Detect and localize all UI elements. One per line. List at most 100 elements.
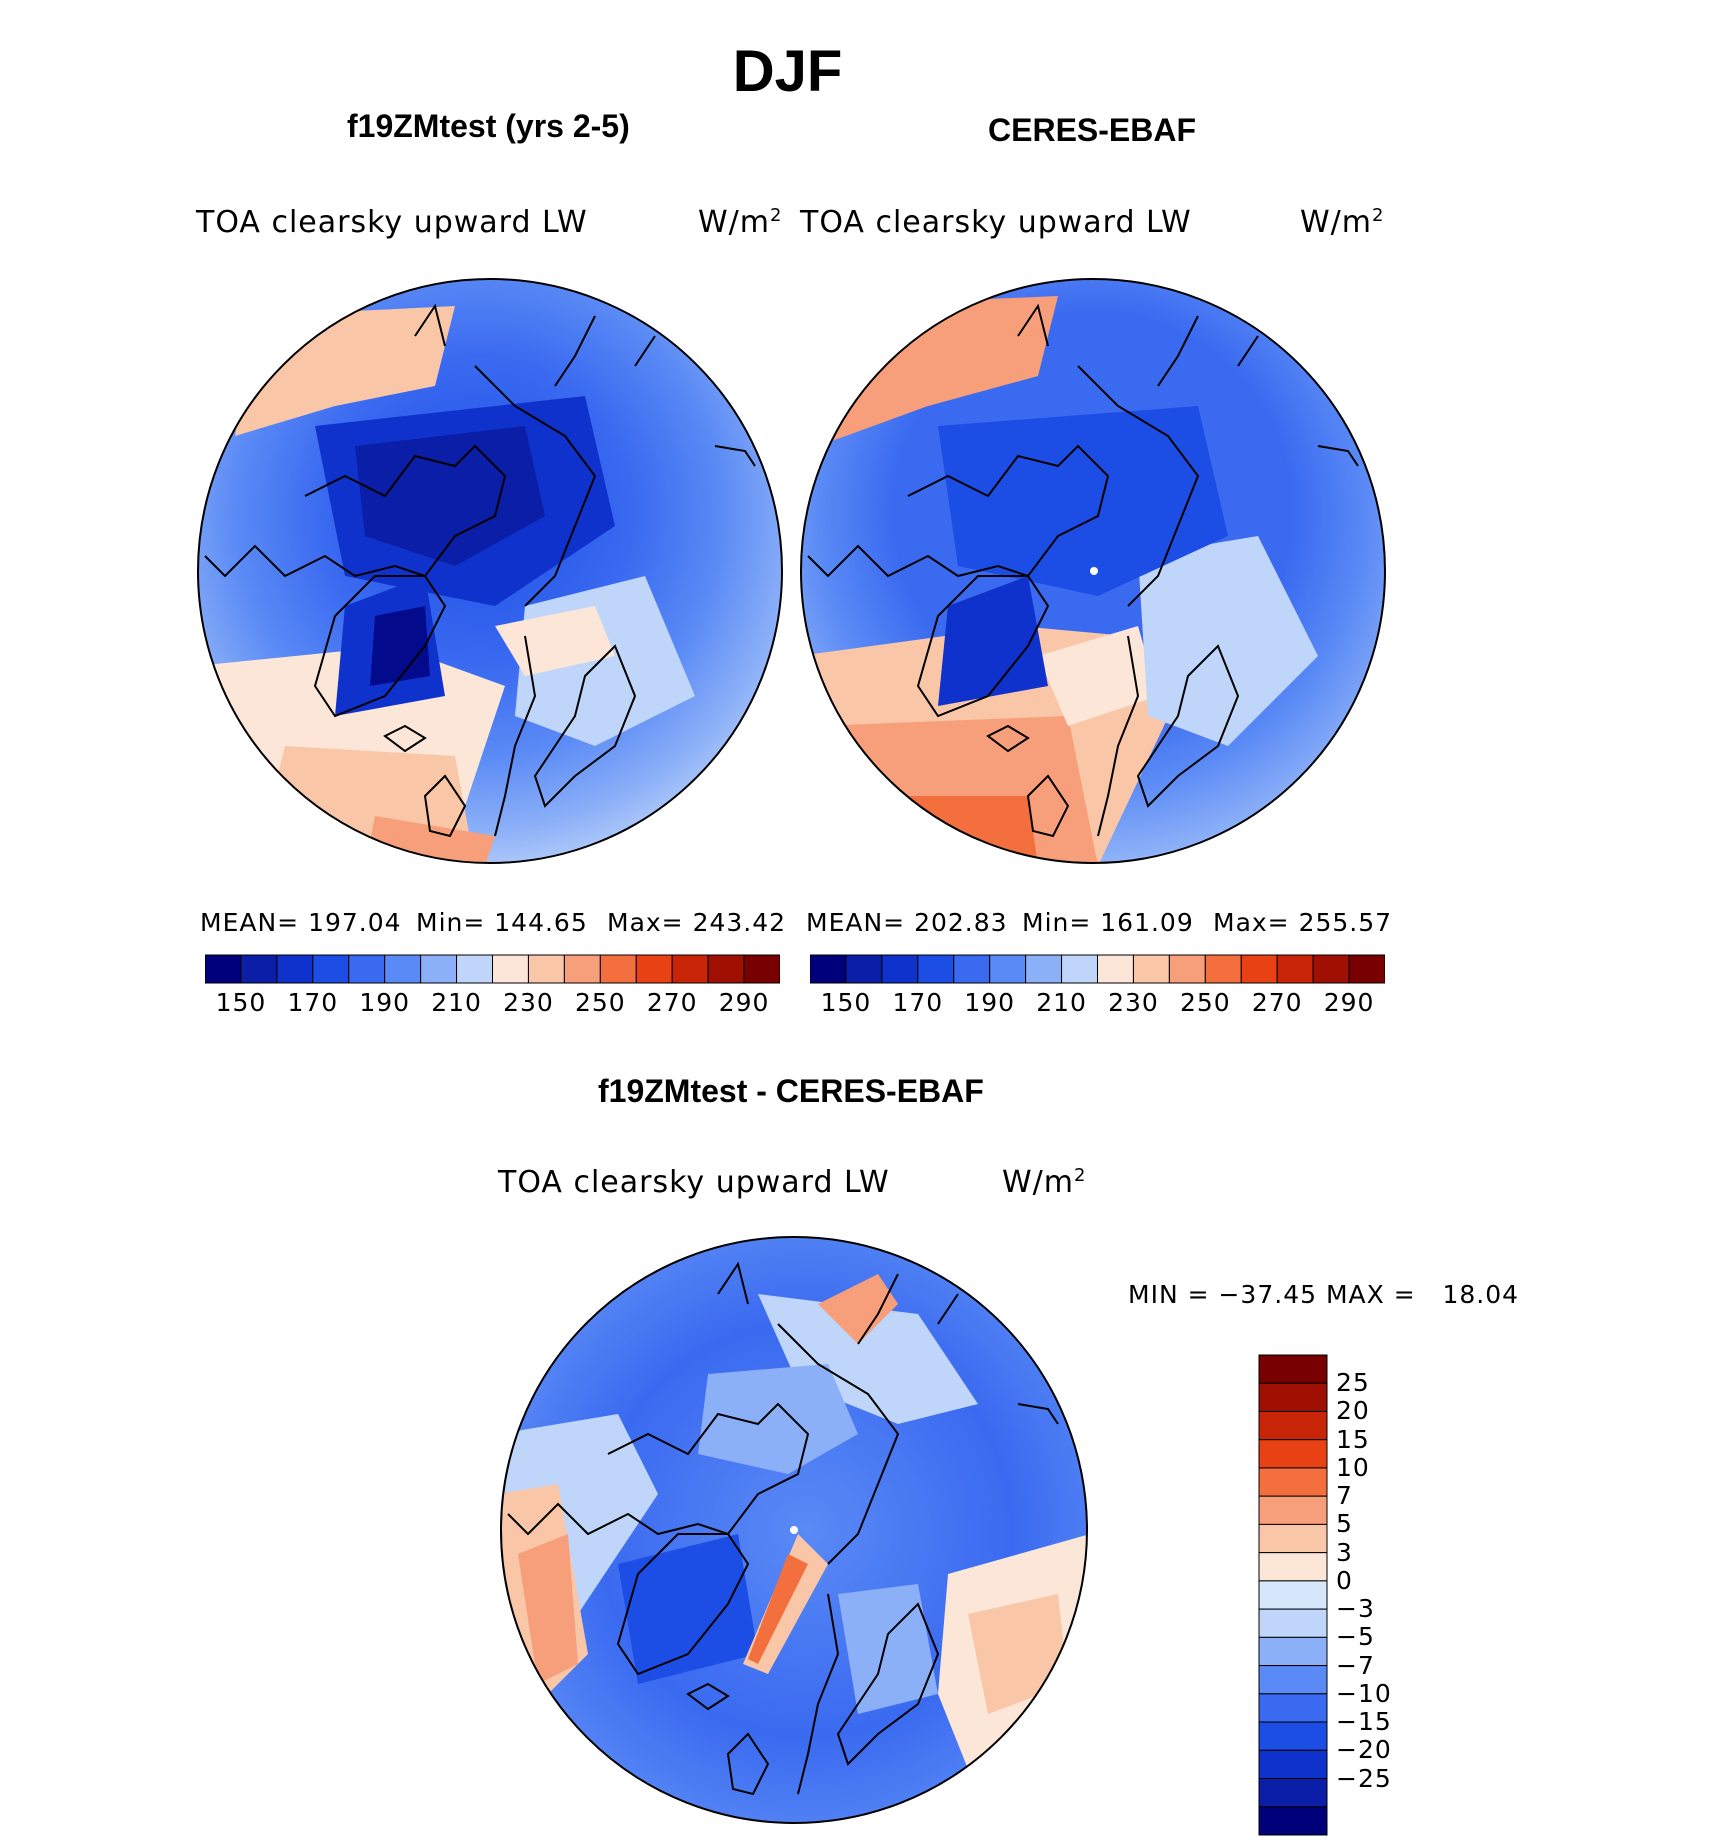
- difference-title: f19ZMtest - CERES-EBAF: [598, 1073, 984, 1109]
- panel2-colorbar-swatch: [989, 954, 1027, 984]
- difference-colorbar-tick-label: 0: [1336, 1565, 1353, 1595]
- panel2-colorbar-swatch: [1025, 954, 1063, 984]
- panel1-max: Max= 243.42: [607, 908, 787, 937]
- difference-minmax: MIN = −37.45 MAX = 18.04: [1128, 1280, 1520, 1309]
- panel2-mean: MEAN= 202.83: [806, 908, 1008, 937]
- panel2-colorbar-tick-label: 230: [1108, 988, 1159, 1017]
- panel1-min: Min= 144.65: [416, 908, 588, 937]
- difference-colorbar-tick-label: 10: [1336, 1452, 1370, 1482]
- panel1-variable-label: TOA clearsky upward LW: [196, 205, 588, 240]
- panel2-colorbar-tick-label: 290: [1323, 988, 1375, 1017]
- difference-colorbar-tick-label: −20: [1336, 1735, 1392, 1765]
- panel1-polar-map: [197, 278, 783, 864]
- panel2-colorbar-swatch: [1132, 954, 1170, 984]
- panel2-colorbar-swatch: [1240, 954, 1278, 984]
- difference-colorbar-swatch: [1258, 1467, 1328, 1497]
- difference-colorbar-swatch: [1258, 1721, 1328, 1751]
- difference-colorbar-swatch: [1258, 1636, 1328, 1667]
- panel2-units-label: W/m2: [1300, 205, 1385, 240]
- panel1-colorbar-tick-label: 210: [431, 988, 482, 1017]
- panel2-colorbar-swatch: [810, 954, 847, 984]
- panel2-colorbar-tick-label: 150: [820, 988, 872, 1017]
- panel1-colorbar-swatch: [384, 954, 422, 984]
- difference-colorbar-swatch: [1258, 1382, 1328, 1412]
- panel2-colorbar-swatch: [845, 954, 883, 984]
- panel2-colorbar-ticks: 150 170 190 210 230 250 270 290: [810, 988, 1385, 1020]
- panel1-colorbar-swatch: [671, 954, 709, 984]
- panel1-colorbar-swatch: [456, 954, 493, 984]
- panel1-colorbar-swatch: [707, 954, 745, 984]
- panel1-colorbar-tick-label: 170: [287, 988, 339, 1017]
- difference-colorbar-tick-label: −3: [1336, 1594, 1375, 1624]
- difference-colorbar-swatch: [1258, 1523, 1328, 1554]
- panel1-colorbar-swatch: [743, 954, 780, 984]
- difference-colorbar-swatch: [1258, 1608, 1328, 1638]
- difference-colorbar-tick-label: 25: [1336, 1368, 1370, 1398]
- panel2-colorbar-swatch: [1204, 954, 1242, 984]
- figure-title: DJF: [732, 39, 843, 104]
- difference-colorbar-tick-label: 15: [1336, 1424, 1370, 1454]
- panel1-colorbar-swatch: [240, 954, 278, 984]
- difference-colorbar-tick-label: 5: [1336, 1509, 1353, 1539]
- panel1-mean: MEAN= 197.04: [200, 908, 402, 937]
- panel2-variable-label: TOA clearsky upward LW: [800, 205, 1192, 240]
- difference-colorbar-tick-label: 3: [1336, 1537, 1353, 1567]
- panel2-min: Min= 161.09: [1022, 908, 1194, 937]
- difference-colorbar-swatch: [1258, 1495, 1328, 1525]
- panel1-colorbar-swatch: [348, 954, 386, 984]
- panel1-colorbar-tick-label: 190: [359, 988, 411, 1017]
- difference-colorbar-swatch: [1258, 1749, 1328, 1780]
- panel2-colorbar-tick-label: 250: [1179, 988, 1231, 1017]
- difference-colorbar-tick-label: −25: [1336, 1763, 1392, 1793]
- difference-colorbar-tick-label: −5: [1336, 1622, 1375, 1652]
- difference-colorbar-swatch: [1258, 1354, 1328, 1384]
- panel1-colorbar-swatch: [492, 954, 529, 984]
- panel2-colorbar-swatch: [1348, 954, 1385, 984]
- panel2-colorbar-swatch: [917, 954, 955, 984]
- difference-colorbar-tick-label: 7: [1336, 1481, 1353, 1511]
- panel1-colorbar-swatch: [527, 954, 565, 984]
- difference-units-label: W/m2: [1002, 1165, 1087, 1200]
- difference-colorbar-tick-label: −15: [1336, 1707, 1392, 1737]
- difference-colorbar-swatch: [1258, 1580, 1328, 1610]
- difference-colorbar-swatch: [1258, 1439, 1328, 1469]
- panel2-colorbar: [810, 954, 1385, 984]
- difference-colorbar-swatch: [1258, 1552, 1328, 1582]
- difference-colorbar-tick-label: −10: [1336, 1678, 1392, 1708]
- panel1-title: f19ZMtest (yrs 2-5): [347, 108, 630, 144]
- difference-colorbar-swatch: [1258, 1665, 1328, 1695]
- panel2-colorbar-tick-label: 270: [1251, 988, 1303, 1017]
- panel2-colorbar-tick-label: 210: [1036, 988, 1087, 1017]
- difference-colorbar-swatch: [1258, 1778, 1328, 1808]
- panel1-colorbar-tick-label: 250: [574, 988, 626, 1017]
- difference-colorbar: [1258, 1354, 1328, 1836]
- panel1-colorbar-ticks: 150 170 190 210 230 250 270 290: [205, 988, 780, 1020]
- panel1-colorbar-tick-label: 150: [215, 988, 267, 1017]
- panel1-colorbar-swatch: [276, 954, 314, 984]
- panel1-colorbar-swatch: [420, 954, 458, 984]
- panel2-colorbar-tick-label: 170: [892, 988, 944, 1017]
- difference-colorbar-swatch: [1258, 1410, 1328, 1441]
- panel1-colorbar-tick-label: 270: [646, 988, 698, 1017]
- panel1-colorbar-swatch: [563, 954, 601, 984]
- panel2-max: Max= 255.57: [1213, 908, 1393, 937]
- panel1-colorbar-tick-label: 290: [718, 988, 770, 1017]
- panel2-colorbar-swatch: [881, 954, 919, 984]
- difference-variable-label: TOA clearsky upward LW: [498, 1165, 890, 1200]
- difference-colorbar-tick-label: −7: [1336, 1650, 1375, 1680]
- panel1-colorbar-swatch: [599, 954, 637, 984]
- panel2-colorbar-tick-label: 190: [964, 988, 1016, 1017]
- panel2-polar-map: [800, 278, 1386, 864]
- panel2-title: CERES-EBAF: [988, 112, 1197, 148]
- difference-colorbar-swatch: [1258, 1693, 1328, 1723]
- difference-colorbar-tick-label: 20: [1336, 1396, 1370, 1426]
- difference-colorbar-ticks: 25 20 15 10 7 5 3 0 −3 −5 −7 −10 −15 −20 −25: [1336, 1354, 1456, 1836]
- panel1-units-label: W/m2: [698, 205, 783, 240]
- difference-polar-map: [500, 1236, 1088, 1824]
- panel2-colorbar-swatch: [1061, 954, 1098, 984]
- panel1-colorbar-swatch: [635, 954, 673, 984]
- panel1-colorbar-tick-label: 230: [503, 988, 554, 1017]
- panel2-colorbar-swatch: [1097, 954, 1134, 984]
- panel1-colorbar: [205, 954, 780, 984]
- panel2-colorbar-swatch: [1276, 954, 1314, 984]
